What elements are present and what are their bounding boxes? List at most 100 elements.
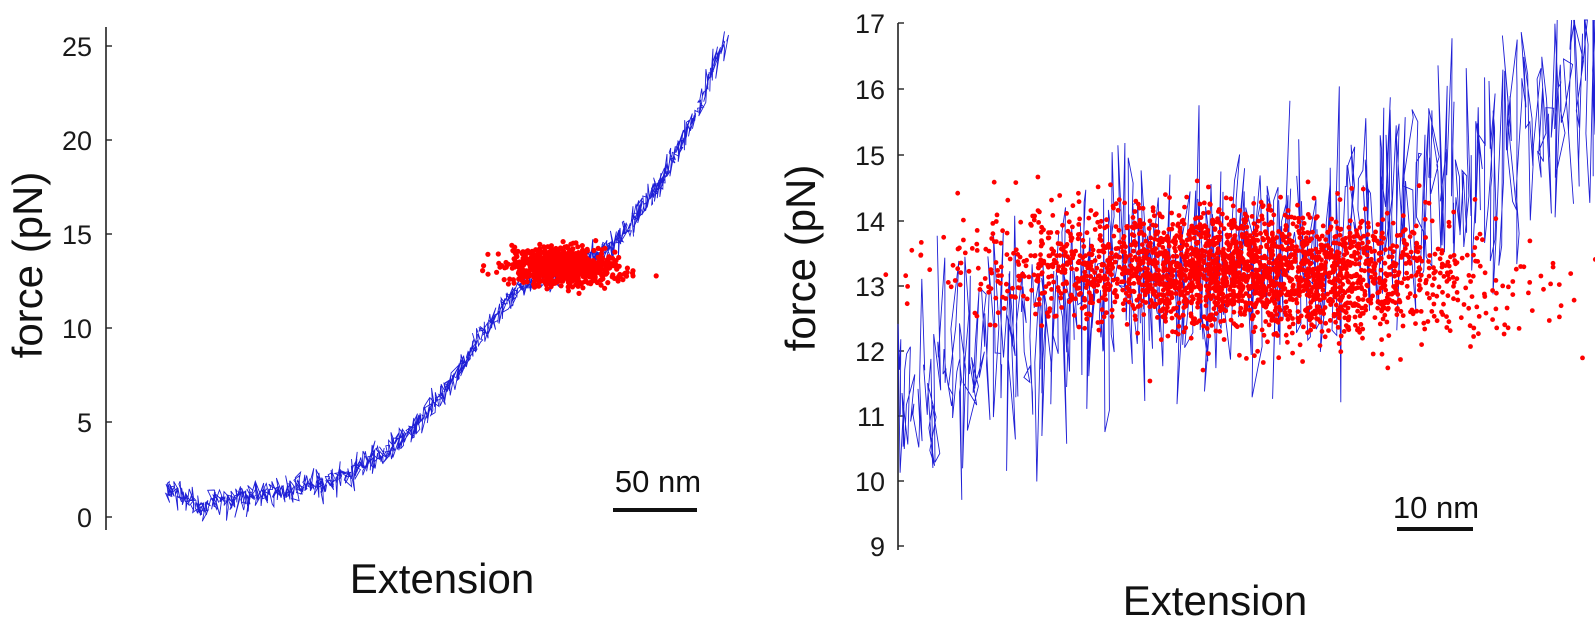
- cluster-point: [1357, 313, 1363, 319]
- cluster-point: [1058, 291, 1064, 296]
- cluster-point: [1249, 214, 1255, 219]
- cluster-point: [1096, 327, 1102, 333]
- cluster-point: [1192, 252, 1198, 258]
- cluster-point: [1301, 250, 1307, 256]
- cluster-point: [1366, 258, 1372, 263]
- cluster-point: [481, 263, 487, 269]
- cluster-point: [1246, 293, 1252, 299]
- cluster-point: [1201, 210, 1206, 216]
- cluster-point: [1131, 233, 1137, 239]
- cluster-point: [512, 264, 518, 270]
- cluster-point: [1505, 325, 1511, 331]
- cluster-point: [1159, 277, 1165, 282]
- cluster-point: [1267, 291, 1272, 297]
- cluster-point: [611, 275, 618, 281]
- cluster-point: [1208, 271, 1214, 277]
- cluster-point: [1360, 277, 1366, 283]
- cluster-point: [1187, 263, 1193, 268]
- cluster-point: [1426, 265, 1432, 271]
- cluster-point: [1274, 275, 1279, 281]
- cluster-point: [1143, 273, 1149, 278]
- cluster-point: [1152, 246, 1158, 252]
- cluster-point: [1198, 286, 1203, 292]
- cluster-point: [1124, 322, 1130, 327]
- cluster-point: [1084, 311, 1089, 317]
- cluster-point: [1120, 301, 1126, 307]
- cluster-point: [1400, 313, 1406, 318]
- cluster-point: [986, 289, 992, 295]
- cluster-point: [991, 239, 997, 245]
- cluster-point: [1179, 244, 1185, 250]
- cluster-point: [1238, 305, 1244, 311]
- cluster-point: [1073, 248, 1078, 254]
- cluster-point: [1459, 255, 1465, 261]
- cluster-point: [1427, 295, 1432, 301]
- cluster-point: [1363, 303, 1368, 309]
- cluster-point: [553, 265, 559, 271]
- cluster-point: [1224, 232, 1230, 238]
- cluster-point: [1147, 218, 1153, 224]
- cluster-point: [1463, 285, 1469, 291]
- cluster-point: [612, 249, 618, 255]
- cluster-point: [1395, 306, 1400, 311]
- cluster-point: [494, 269, 500, 275]
- cluster-point: [1271, 294, 1276, 300]
- cluster-point: [1037, 296, 1042, 302]
- cluster-point: [1114, 294, 1120, 300]
- cluster-point: [1235, 226, 1241, 231]
- cluster-point: [1378, 250, 1384, 256]
- cluster-point: [1191, 267, 1196, 273]
- cluster-point: [1251, 230, 1257, 236]
- cluster-point: [998, 240, 1004, 246]
- cluster-point: [1188, 288, 1194, 294]
- cluster-point: [1158, 337, 1164, 343]
- cluster-point: [1130, 303, 1135, 308]
- cluster-point: [1171, 259, 1176, 265]
- cluster-point: [1133, 317, 1138, 322]
- cluster-point: [1197, 201, 1203, 207]
- cluster-point: [1082, 275, 1087, 281]
- cluster-point: [1035, 265, 1041, 270]
- cluster-point: [1263, 319, 1269, 324]
- cluster-point: [1384, 273, 1390, 279]
- cluster-point: [579, 264, 585, 270]
- cluster-point: [1183, 253, 1188, 259]
- cluster-point: [1259, 264, 1265, 270]
- cluster-point: [1078, 290, 1083, 296]
- cluster-point: [1418, 272, 1424, 278]
- cluster-point: [501, 277, 507, 283]
- cluster-point: [1148, 258, 1154, 264]
- cluster-point: [1333, 302, 1339, 308]
- cluster-point: [1294, 274, 1300, 280]
- cluster-point: [1501, 331, 1507, 337]
- cluster-point: [1380, 283, 1385, 289]
- cluster-point: [577, 269, 583, 275]
- cluster-point: [1086, 215, 1092, 221]
- cluster-point: [1013, 180, 1019, 186]
- cluster-point: [1327, 279, 1332, 284]
- cluster-point: [1168, 284, 1174, 289]
- cluster-point: [1399, 255, 1404, 260]
- cluster-point: [1400, 213, 1406, 219]
- cluster-point: [1529, 308, 1535, 313]
- cluster-point: [1189, 300, 1194, 306]
- cluster-point: [1260, 300, 1265, 305]
- cluster-point: [1298, 284, 1303, 289]
- cluster-point: [1466, 305, 1472, 311]
- cluster-point: [1216, 207, 1222, 212]
- cluster-point: [1239, 323, 1245, 328]
- cluster-point: [1278, 316, 1284, 322]
- cluster-point: [1302, 239, 1308, 244]
- cluster-point: [1201, 314, 1207, 320]
- cluster-point: [1290, 238, 1295, 244]
- cluster-point: [1361, 233, 1367, 239]
- cluster-point: [1113, 201, 1119, 207]
- cluster-point: [1071, 252, 1077, 258]
- cluster-point: [1349, 243, 1355, 249]
- cluster-point: [1205, 283, 1211, 289]
- cluster-point: [1165, 250, 1170, 256]
- cluster-point: [1146, 243, 1152, 249]
- cluster-point: [1164, 308, 1169, 314]
- cluster-point: [1096, 254, 1102, 260]
- cluster-point: [1219, 291, 1225, 297]
